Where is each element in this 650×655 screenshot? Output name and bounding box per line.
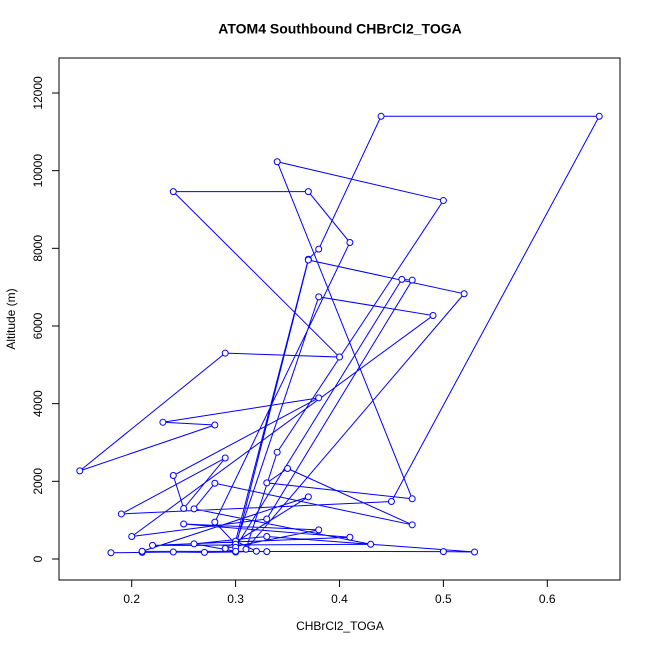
data-point bbox=[252, 547, 260, 555]
data-point bbox=[138, 547, 146, 555]
data-point bbox=[304, 188, 312, 196]
data-point bbox=[159, 418, 167, 426]
data-point bbox=[200, 548, 208, 556]
data-point bbox=[221, 545, 229, 553]
data-point bbox=[439, 548, 447, 556]
y-axis-label: Altitude (m) bbox=[4, 288, 18, 349]
data-point bbox=[211, 479, 219, 487]
data-point bbox=[408, 495, 416, 503]
data-point bbox=[263, 515, 271, 523]
chart-title: ATOM4 Southbound CHBrCl2_TOGA bbox=[218, 21, 461, 37]
data-point bbox=[367, 540, 375, 548]
data-point bbox=[169, 471, 177, 479]
data-point bbox=[315, 245, 323, 253]
data-point bbox=[263, 479, 271, 487]
data-point bbox=[387, 498, 395, 506]
data-point bbox=[408, 276, 416, 284]
data-point bbox=[284, 465, 292, 473]
data-point bbox=[408, 521, 416, 529]
data-point bbox=[315, 394, 323, 402]
data-point bbox=[128, 532, 136, 540]
x-tick-label: 0.3 bbox=[227, 592, 244, 606]
data-point bbox=[263, 532, 271, 540]
data-point bbox=[429, 312, 437, 320]
x-tick-label: 0.2 bbox=[123, 592, 140, 606]
data-point bbox=[346, 238, 354, 246]
data-point bbox=[169, 188, 177, 196]
x-tick-label: 0.4 bbox=[331, 592, 348, 606]
data-point bbox=[460, 290, 468, 298]
data-point bbox=[398, 275, 406, 283]
x-axis-label: CHBrCl2_TOGA bbox=[296, 619, 384, 633]
data-point bbox=[304, 493, 312, 501]
data-point bbox=[190, 505, 198, 513]
data-point bbox=[107, 549, 115, 557]
data-point bbox=[377, 112, 385, 120]
data-line bbox=[79, 115, 601, 554]
data-point bbox=[117, 510, 125, 518]
y-tick-label: 6000 bbox=[31, 312, 45, 339]
data-point bbox=[221, 349, 229, 357]
y-tick-label: 2000 bbox=[31, 468, 45, 495]
data-point bbox=[149, 541, 156, 549]
data-point bbox=[211, 518, 219, 526]
y-tick-label: 0 bbox=[31, 555, 45, 562]
data-point bbox=[169, 548, 177, 556]
y-tick-label: 10000 bbox=[31, 154, 45, 188]
data-point bbox=[346, 533, 354, 541]
data-point bbox=[595, 112, 603, 120]
data-point bbox=[315, 526, 323, 534]
data-point bbox=[439, 197, 447, 205]
data-point bbox=[336, 353, 343, 361]
y-tick-label: 8000 bbox=[31, 235, 45, 262]
y-tick-label: 12000 bbox=[31, 76, 45, 110]
x-tick-label: 0.5 bbox=[435, 592, 452, 606]
data-point bbox=[471, 548, 479, 556]
y-tick-label: 4000 bbox=[31, 390, 45, 417]
data-point bbox=[211, 421, 219, 429]
data-point bbox=[273, 158, 281, 166]
data-point bbox=[263, 548, 271, 556]
data-point bbox=[232, 547, 240, 555]
data-point bbox=[76, 467, 84, 475]
data-point bbox=[304, 256, 312, 264]
x-tick-label: 0.6 bbox=[539, 592, 556, 606]
data-point bbox=[273, 448, 281, 456]
data-point bbox=[315, 293, 323, 301]
data-point bbox=[180, 520, 188, 528]
data-point bbox=[190, 540, 198, 548]
data-point bbox=[221, 454, 229, 462]
data-point bbox=[242, 545, 250, 553]
data-point bbox=[180, 505, 188, 513]
